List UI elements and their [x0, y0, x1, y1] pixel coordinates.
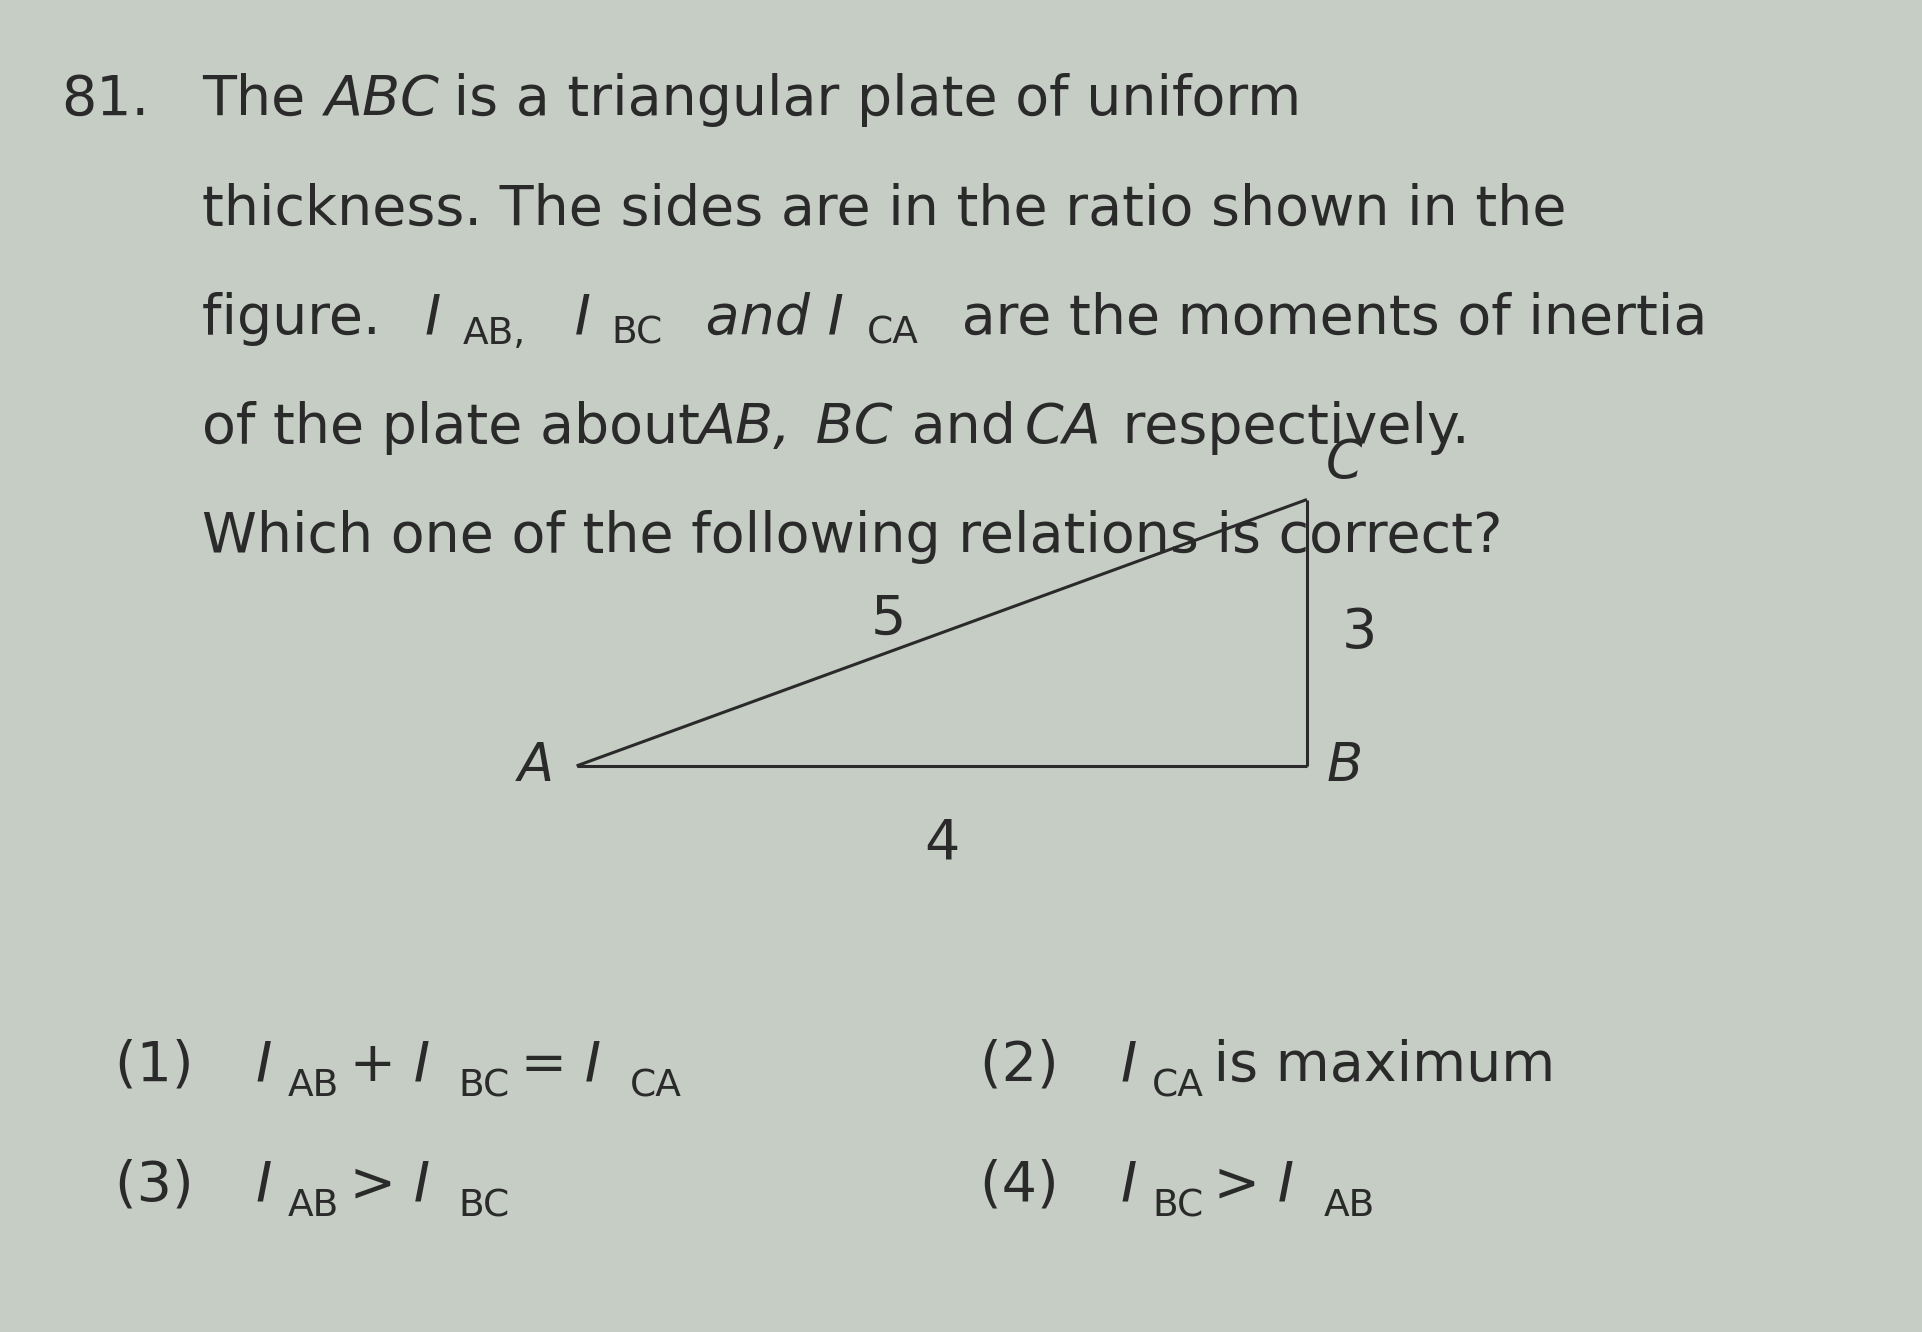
- Text: 81.: 81.: [62, 73, 150, 128]
- Text: I: I: [1121, 1159, 1138, 1212]
- Text: ABC: ABC: [325, 73, 440, 127]
- Text: of the plate about: of the plate about: [202, 401, 717, 456]
- Text: (3): (3): [115, 1159, 229, 1213]
- Text: BC: BC: [459, 1188, 509, 1224]
- Text: AB: AB: [1322, 1188, 1374, 1224]
- Text: 5: 5: [871, 593, 905, 646]
- Text: I: I: [256, 1159, 273, 1212]
- Text: BC: BC: [1151, 1188, 1203, 1224]
- Text: + I: + I: [333, 1039, 431, 1092]
- Text: I: I: [557, 292, 592, 345]
- Text: BC: BC: [798, 401, 892, 454]
- Text: CA: CA: [1024, 401, 1101, 454]
- Text: is maximum: is maximum: [1195, 1039, 1555, 1094]
- Text: C: C: [1326, 437, 1363, 489]
- Text: and I: and I: [688, 292, 844, 345]
- Text: respectively.: respectively.: [1105, 401, 1470, 456]
- Text: > I: > I: [1195, 1159, 1295, 1212]
- Text: A: A: [517, 739, 554, 793]
- Text: (2): (2): [980, 1039, 1094, 1094]
- Text: BC: BC: [459, 1068, 509, 1104]
- Text: Which one of the following relations is correct?: Which one of the following relations is …: [202, 510, 1503, 565]
- Text: = I: = I: [504, 1039, 602, 1092]
- Text: thickness. The sides are in the ratio shown in the: thickness. The sides are in the ratio sh…: [202, 182, 1566, 237]
- Text: 4: 4: [924, 817, 959, 871]
- Text: I: I: [1121, 1039, 1138, 1092]
- Text: CA: CA: [630, 1068, 680, 1104]
- Text: > I: > I: [333, 1159, 431, 1212]
- Text: 3: 3: [1342, 606, 1376, 659]
- Text: are the moments of inertia: are the moments of inertia: [944, 292, 1707, 346]
- Text: CA: CA: [867, 316, 919, 352]
- Text: B: B: [1326, 739, 1363, 793]
- Text: AB: AB: [288, 1188, 338, 1224]
- Text: figure.: figure.: [202, 292, 398, 346]
- Text: CA: CA: [1151, 1068, 1203, 1104]
- Text: (1): (1): [115, 1039, 229, 1094]
- Text: is a triangular plate of uniform: is a triangular plate of uniform: [436, 73, 1301, 128]
- Text: and: and: [894, 401, 1034, 456]
- Text: BC: BC: [611, 316, 663, 352]
- Text: AB,: AB,: [463, 316, 527, 352]
- Text: I: I: [425, 292, 442, 345]
- Text: AB: AB: [288, 1068, 338, 1104]
- Text: The: The: [202, 73, 323, 128]
- Text: I: I: [256, 1039, 273, 1092]
- Text: (4): (4): [980, 1159, 1094, 1213]
- Text: AB,: AB,: [698, 401, 792, 454]
